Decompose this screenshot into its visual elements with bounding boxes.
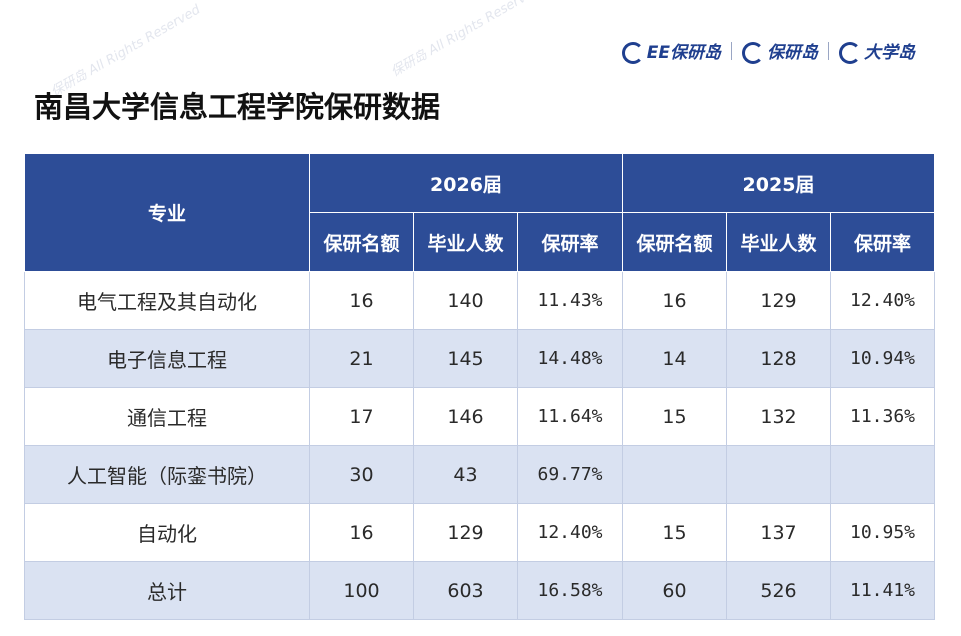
data-table: 专业 2026届 2025届 保研名额 毕业人数 保研率 保研名额 毕业人数 保… xyxy=(24,153,935,620)
cell-graduates: 43 xyxy=(413,445,518,504)
cell-graduates: 137 xyxy=(726,503,831,562)
cell-graduates: 603 xyxy=(413,561,518,620)
cell-graduates: 146 xyxy=(413,387,518,446)
table-row-total: 总计 100 603 16.58% 60 526 11.41% xyxy=(24,561,935,620)
cell-rate: 11.43% xyxy=(517,271,623,330)
cell-rate: 69.77% xyxy=(517,445,623,504)
cell-graduates: 145 xyxy=(413,329,518,388)
header-2025: 2025届 xyxy=(622,153,935,213)
cell-quota: 60 xyxy=(622,561,727,620)
baoyandao-logo: 保研岛 xyxy=(742,38,818,64)
ee-logo: EE保研岛 xyxy=(621,38,721,64)
subheader-graduates: 毕业人数 xyxy=(726,212,831,272)
cell-quota: 21 xyxy=(309,329,414,388)
cell-graduates: 140 xyxy=(413,271,518,330)
brand-logos: EE保研岛 保研岛 大学岛 xyxy=(621,38,915,64)
header-major: 专业 xyxy=(24,153,310,272)
cell-quota xyxy=(622,445,727,504)
cell-quota: 14 xyxy=(622,329,727,388)
table-row: 人工智能（际銮书院） 30 43 69.77% xyxy=(24,445,935,504)
cell-rate: 12.40% xyxy=(517,503,623,562)
table-row: 电子信息工程 21 145 14.48% 14 128 10.94% xyxy=(24,329,935,388)
cell-quota: 16 xyxy=(622,271,727,330)
cell-quota: 15 xyxy=(622,503,727,562)
subheader-quota: 保研名额 xyxy=(622,212,727,272)
major-name: 电子信息工程 xyxy=(24,329,310,388)
cell-rate: 11.64% xyxy=(517,387,623,446)
header-2026: 2026届 xyxy=(309,153,623,213)
cell-graduates: 129 xyxy=(726,271,831,330)
watermark: 保研岛 All Rights Reserved xyxy=(388,0,544,81)
daxuedao-logo: 大学岛 xyxy=(839,38,915,64)
table-row: 通信工程 17 146 11.64% 15 132 11.36% xyxy=(24,387,935,446)
cell-quota: 30 xyxy=(309,445,414,504)
cell-quota: 16 xyxy=(309,503,414,562)
cell-graduates: 526 xyxy=(726,561,831,620)
logo-icon xyxy=(839,42,861,64)
subheader-graduates: 毕业人数 xyxy=(413,212,518,272)
subheader-quota: 保研名额 xyxy=(309,212,414,272)
divider xyxy=(828,42,829,60)
subheader-rate: 保研率 xyxy=(830,212,935,272)
table-row: 自动化 16 129 12.40% 15 137 10.95% xyxy=(24,503,935,562)
cell-rate: 12.40% xyxy=(830,271,935,330)
table-row: 电气工程及其自动化 16 140 11.43% 16 129 12.40% xyxy=(24,271,935,330)
cell-graduates: 128 xyxy=(726,329,831,388)
logo-icon xyxy=(742,42,764,64)
cell-graduates: 132 xyxy=(726,387,831,446)
cell-graduates xyxy=(726,445,831,504)
cell-quota: 17 xyxy=(309,387,414,446)
major-name: 总计 xyxy=(24,561,310,620)
major-name: 通信工程 xyxy=(24,387,310,446)
page-title: 南昌大学信息工程学院保研数据 xyxy=(34,90,441,124)
divider xyxy=(731,42,732,60)
cell-rate: 14.48% xyxy=(517,329,623,388)
cell-rate: 11.36% xyxy=(830,387,935,446)
major-name: 自动化 xyxy=(24,503,310,562)
cell-quota: 100 xyxy=(309,561,414,620)
subheader-rate: 保研率 xyxy=(517,212,623,272)
cell-quota: 16 xyxy=(309,271,414,330)
cell-rate xyxy=(830,445,935,504)
cell-quota: 15 xyxy=(622,387,727,446)
major-name: 人工智能（际銮书院） xyxy=(24,445,310,504)
cell-rate: 10.95% xyxy=(830,503,935,562)
cell-rate: 10.94% xyxy=(830,329,935,388)
major-name: 电气工程及其自动化 xyxy=(24,271,310,330)
cell-rate: 11.41% xyxy=(830,561,935,620)
logo-icon xyxy=(621,42,644,64)
cell-graduates: 129 xyxy=(413,503,518,562)
cell-rate: 16.58% xyxy=(517,561,623,620)
